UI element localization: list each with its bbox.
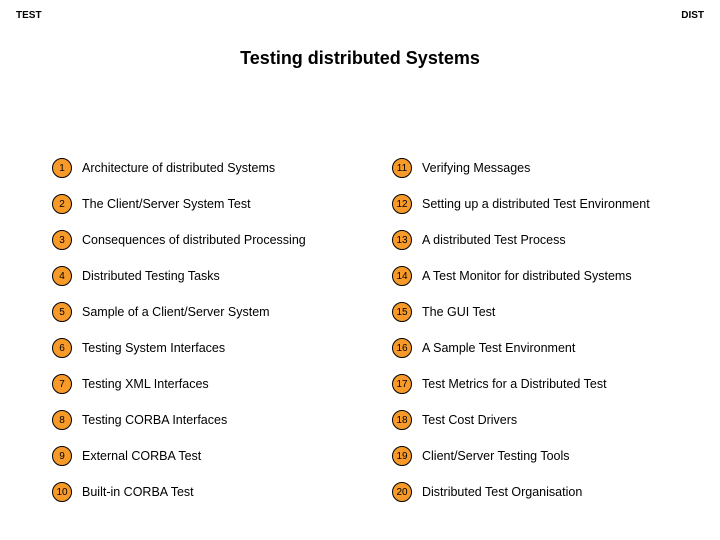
toc-item: 16 A Sample Test Environment [392, 330, 690, 366]
toc-item-label: Testing System Interfaces [82, 341, 225, 355]
toc-bullet: 7 [52, 374, 72, 394]
toc-item: 8 Testing CORBA Interfaces [52, 402, 392, 438]
toc-bullet: 12 [392, 194, 412, 214]
toc-item: 5 Sample of a Client/Server System [52, 294, 392, 330]
toc-item: 18 Test Cost Drivers [392, 402, 690, 438]
toc-item-label: Client/Server Testing Tools [422, 449, 570, 463]
toc-item: 3 Consequences of distributed Processing [52, 222, 392, 258]
toc-bullet: 15 [392, 302, 412, 322]
page-title: Testing distributed Systems [0, 48, 720, 69]
toc-item: 17 Test Metrics for a Distributed Test [392, 366, 690, 402]
toc-item-label: A distributed Test Process [422, 233, 566, 247]
toc-bullet: 20 [392, 482, 412, 502]
toc-item: 2 The Client/Server System Test [52, 186, 392, 222]
toc-bullet: 8 [52, 410, 72, 430]
toc-column-left: 1 Architecture of distributed Systems 2 The… [52, 150, 392, 510]
toc-item-label: Architecture of distributed Systems [82, 161, 275, 175]
header-right: DIST [681, 10, 704, 21]
toc-item-label: The GUI Test [422, 305, 495, 319]
toc-item: 13 A distributed Test Process [392, 222, 690, 258]
toc-item: 14 A Test Monitor for distributed Systems [392, 258, 690, 294]
toc-item: 11 Verifying Messages [392, 150, 690, 186]
toc-item-label: Verifying Messages [422, 161, 530, 175]
toc-item: 15 The GUI Test [392, 294, 690, 330]
toc-bullet: 13 [392, 230, 412, 250]
toc-column-right: 11 Verifying Messages 12 Setting up a distr… [392, 150, 690, 510]
toc-bullet: 16 [392, 338, 412, 358]
toc-item-label: The Client/Server System Test [82, 197, 251, 211]
toc-bullet: 4 [52, 266, 72, 286]
toc-item: 20 Distributed Test Organisation [392, 474, 690, 510]
toc-item-label: Distributed Testing Tasks [82, 269, 220, 283]
toc-item: 7 Testing XML Interfaces [52, 366, 392, 402]
toc-item-label: Testing CORBA Interfaces [82, 413, 227, 427]
toc-item-label: Built-in CORBA Test [82, 485, 194, 499]
toc-item-label: External CORBA Test [82, 449, 201, 463]
toc-bullet: 10 [52, 482, 72, 502]
toc-item-label: Setting up a distributed Test Environmen… [422, 197, 650, 211]
toc-columns: 1 Architecture of distributed Systems 2 The… [52, 150, 690, 510]
header-left: TEST [16, 10, 42, 21]
toc-bullet: 19 [392, 446, 412, 466]
toc-item: 12 Setting up a distributed Test Environm… [392, 186, 690, 222]
toc-item-label: Testing XML Interfaces [82, 377, 209, 391]
toc-bullet: 1 [52, 158, 72, 178]
toc-item: 6 Testing System Interfaces [52, 330, 392, 366]
toc-item-label: A Test Monitor for distributed Systems [422, 269, 632, 283]
toc-bullet: 2 [52, 194, 72, 214]
toc-bullet: 6 [52, 338, 72, 358]
toc-bullet: 17 [392, 374, 412, 394]
toc-item-label: Consequences of distributed Processing [82, 233, 306, 247]
toc-item-label: Test Metrics for a Distributed Test [422, 377, 607, 391]
toc-bullet: 18 [392, 410, 412, 430]
toc-item: 9 External CORBA Test [52, 438, 392, 474]
toc-item-label: Test Cost Drivers [422, 413, 517, 427]
toc-item: 19 Client/Server Testing Tools [392, 438, 690, 474]
page-header: TEST DIST [0, 10, 720, 21]
toc-item: 1 Architecture of distributed Systems [52, 150, 392, 186]
toc-bullet: 14 [392, 266, 412, 286]
toc-item-label: Sample of a Client/Server System [82, 305, 270, 319]
toc-bullet: 3 [52, 230, 72, 250]
toc-bullet: 9 [52, 446, 72, 466]
toc-item-label: Distributed Test Organisation [422, 485, 582, 499]
toc-bullet: 5 [52, 302, 72, 322]
toc-bullet: 11 [392, 158, 412, 178]
toc-item: 10 Built-in CORBA Test [52, 474, 392, 510]
toc-item: 4 Distributed Testing Tasks [52, 258, 392, 294]
toc-item-label: A Sample Test Environment [422, 341, 575, 355]
